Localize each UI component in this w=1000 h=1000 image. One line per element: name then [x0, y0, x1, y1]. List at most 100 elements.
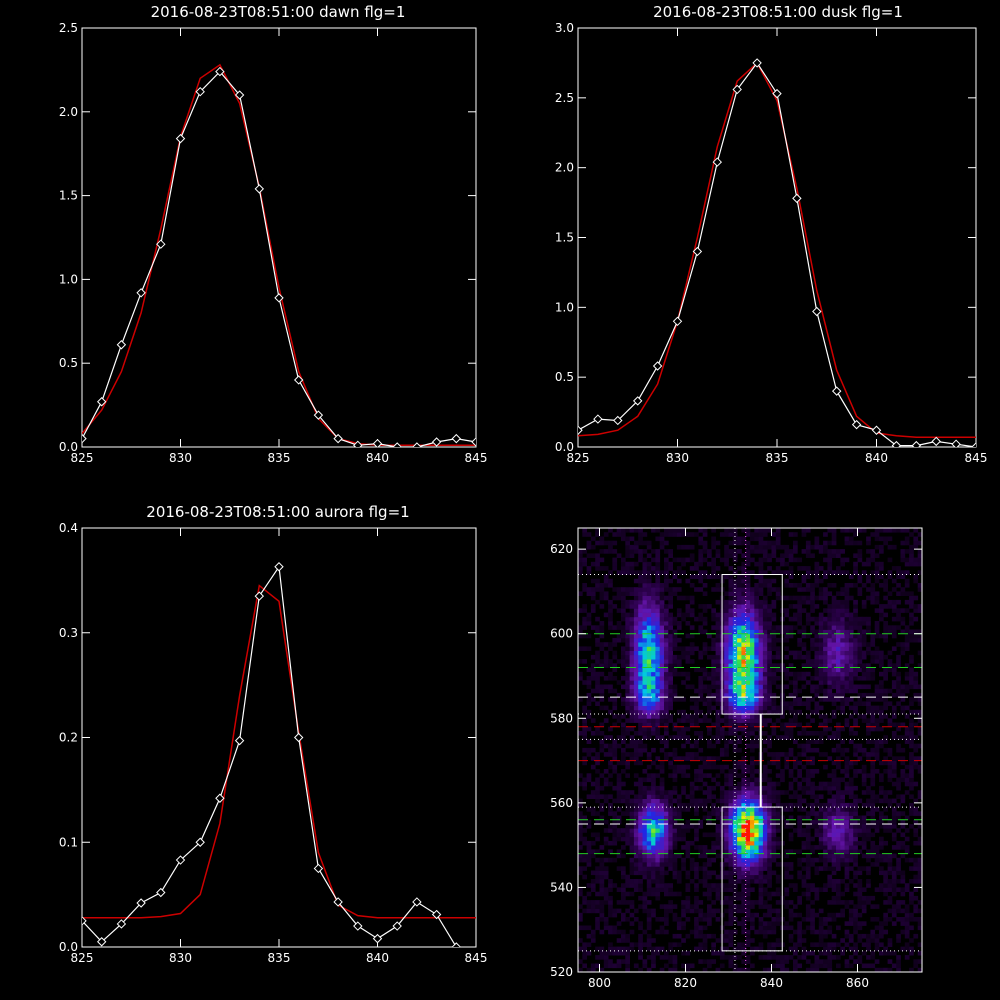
heatmap-cell: [590, 608, 596, 613]
heatmap-cell: [655, 659, 661, 664]
heatmap-cell: [810, 807, 815, 812]
heatmap-cell: [590, 900, 596, 905]
heatmap-cell: [689, 574, 695, 580]
heatmap-cell: [801, 633, 807, 639]
heatmap-cell: [608, 807, 613, 812]
heatmap-cell: [659, 807, 665, 812]
heatmap-cell: [836, 807, 841, 812]
heatmap-cell: [866, 798, 871, 804]
heatmap-cell: [836, 684, 841, 690]
heatmap-cell: [672, 692, 678, 698]
heatmap-cell: [870, 781, 876, 787]
heatmap-cell: [745, 836, 751, 842]
heatmap-cell: [702, 845, 708, 850]
heatmap-cell: [745, 807, 751, 812]
heatmap-cell: [612, 604, 618, 609]
heatmap-cell: [582, 587, 587, 592]
heatmap-cell: [827, 671, 833, 677]
heatmap-cell: [659, 836, 665, 842]
heatmap-cell: [732, 819, 738, 825]
heatmap-cell: [702, 807, 708, 812]
heatmap-cell: [603, 752, 609, 757]
heatmap-cell: [681, 845, 686, 850]
heatmap-cell: [801, 671, 807, 677]
heatmap-cell: [896, 701, 901, 706]
heatmap-cell: [818, 938, 824, 943]
heatmap-cell: [664, 811, 669, 816]
heatmap-cell: [629, 692, 635, 698]
heatmap-cell: [874, 794, 880, 799]
heatmap-cell: [625, 650, 630, 656]
heatmap-cell: [805, 621, 811, 626]
heatmap-cell: [642, 815, 648, 821]
heatmap-cell: [603, 595, 609, 601]
heatmap-cell: [857, 743, 863, 749]
heatmap-cell: [767, 701, 772, 706]
heatmap-cell: [659, 955, 665, 960]
heatmap-cell: [891, 887, 897, 892]
heatmap-cell: [879, 654, 884, 660]
heatmap-cell: [681, 764, 686, 770]
heatmap-cell: [728, 663, 734, 668]
heatmap-cell: [711, 646, 716, 651]
heatmap-cell: [633, 692, 639, 698]
heatmap-cell: [621, 633, 626, 639]
heatmap-cell: [810, 900, 815, 905]
heatmap-cell: [874, 726, 880, 732]
heatmap-cell: [775, 912, 781, 918]
heatmap-cell: [745, 866, 751, 871]
heatmap-cell: [762, 807, 768, 812]
heatmap-cell: [659, 819, 665, 825]
heatmap-cell: [848, 688, 854, 694]
heatmap-cell: [853, 663, 858, 668]
plot-frame: [81, 27, 477, 448]
heatmap-cell: [638, 722, 643, 728]
heatmap-cell: [625, 718, 630, 723]
heatmap-cell: [904, 684, 910, 690]
heatmap-cell: [814, 895, 820, 901]
heatmap-cell: [646, 705, 652, 711]
heatmap-cell: [896, 608, 901, 613]
heatmap-cell: [767, 612, 772, 618]
heatmap-cell: [758, 862, 764, 867]
heatmap-cell: [629, 891, 635, 897]
heatmap-cell: [621, 604, 626, 609]
heatmap-cell: [737, 684, 742, 690]
heatmap-cell: [745, 794, 751, 799]
heatmap-cell: [788, 616, 794, 622]
heatmap-cell: [586, 862, 592, 867]
heatmap-cell: [840, 688, 845, 694]
heatmap-cell: [599, 705, 605, 711]
heatmap-cell: [676, 735, 682, 740]
heatmap-cell: [750, 731, 755, 736]
heatmap-cell: [599, 904, 605, 909]
heatmap-cell: [625, 587, 630, 592]
heatmap-cell: [655, 862, 661, 867]
heatmap-cell: [629, 637, 635, 643]
heatmap-cell: [904, 676, 910, 681]
heatmap-cell: [621, 726, 626, 732]
heatmap-cell: [711, 667, 716, 673]
data-point: [392, 442, 402, 447]
heatmap-cell: [745, 553, 751, 558]
heatmap-cell: [775, 955, 781, 960]
heatmap-cell: [767, 583, 772, 588]
heatmap-cell: [750, 870, 755, 876]
heatmap-cell: [870, 933, 876, 939]
heatmap-cell: [676, 595, 682, 601]
heatmap-cell: [595, 676, 600, 681]
heatmap-cell: [745, 587, 751, 592]
heatmap-cell: [668, 807, 673, 812]
heatmap-cell: [741, 807, 747, 812]
heatmap-cell: [578, 608, 583, 613]
heatmap-cell: [633, 709, 639, 715]
heatmap-cell: [659, 697, 665, 702]
heatmap-cell: [646, 811, 652, 816]
y-tick-label: 0.5: [555, 370, 574, 384]
heatmap-cell: [904, 608, 910, 613]
heatmap-cell: [913, 709, 919, 715]
heatmap-cell: [646, 785, 652, 791]
heatmap-cell: [879, 836, 884, 842]
heatmap-cell: [818, 671, 824, 677]
heatmap-cell: [771, 929, 777, 935]
